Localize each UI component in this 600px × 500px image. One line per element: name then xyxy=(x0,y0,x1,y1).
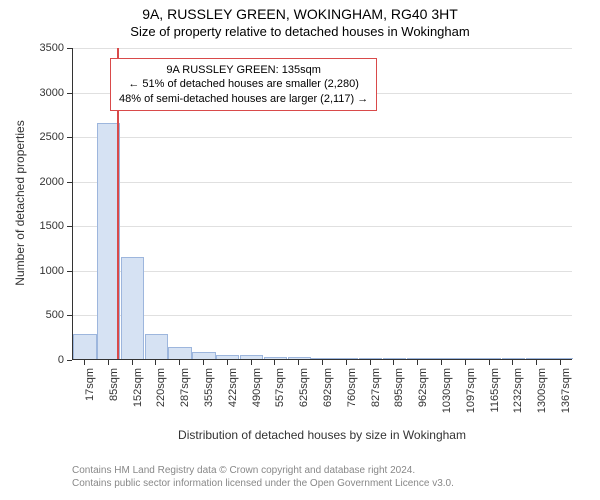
y-tick-mark xyxy=(67,182,72,183)
annotation-line: 9A RUSSLEY GREEN: 135sqm xyxy=(119,63,368,77)
gridline xyxy=(73,271,572,272)
histogram-bar xyxy=(383,358,406,359)
histogram-bar xyxy=(454,358,477,359)
y-axis-label: Number of detached properties xyxy=(13,103,27,303)
x-tick-mark xyxy=(203,360,204,365)
x-tick-mark xyxy=(322,360,323,365)
x-tick-mark xyxy=(227,360,228,365)
x-tick-mark xyxy=(560,360,561,365)
x-tick-mark xyxy=(512,360,513,365)
x-tick-mark xyxy=(298,360,299,365)
y-tick-mark xyxy=(67,93,72,94)
y-tick-mark xyxy=(67,360,72,361)
y-tick-label: 1000 xyxy=(32,265,64,277)
x-tick-label: 422sqm xyxy=(227,368,239,468)
chart-title-subtitle: Size of property relative to detached ho… xyxy=(0,22,600,43)
x-tick-label: 895sqm xyxy=(393,368,405,468)
x-tick-label: 1300sqm xyxy=(536,368,548,468)
annotation-line: 48% of semi-detached houses are larger (… xyxy=(119,92,368,106)
x-tick-mark xyxy=(108,360,109,365)
x-tick-mark xyxy=(155,360,156,365)
x-tick-mark xyxy=(84,360,85,365)
annotation-box: 9A RUSSLEY GREEN: 135sqm ← 51% of detach… xyxy=(110,58,377,111)
x-tick-mark xyxy=(536,360,537,365)
footer-line: Contains public sector information licen… xyxy=(72,477,454,490)
chart-title-address: 9A, RUSSLEY GREEN, WOKINGHAM, RG40 3HT xyxy=(0,0,600,22)
x-tick-label: 692sqm xyxy=(322,368,334,468)
histogram-bar xyxy=(311,358,334,359)
y-tick-label: 500 xyxy=(32,309,64,321)
gridline xyxy=(73,226,572,227)
histogram-bar xyxy=(145,334,168,359)
y-tick-mark xyxy=(67,48,72,49)
gridline xyxy=(73,315,572,316)
x-tick-mark xyxy=(465,360,466,365)
x-tick-label: 17sqm xyxy=(84,368,96,468)
histogram-bar xyxy=(430,358,453,359)
x-tick-label: 1097sqm xyxy=(465,368,477,468)
x-tick-label: 355sqm xyxy=(203,368,215,468)
histogram-bar xyxy=(216,355,239,359)
histogram-bar xyxy=(121,257,144,360)
histogram-bar xyxy=(73,334,96,359)
x-tick-label: 625sqm xyxy=(298,368,310,468)
x-tick-label: 220sqm xyxy=(155,368,167,468)
x-tick-label: 1030sqm xyxy=(441,368,453,468)
x-tick-label: 287sqm xyxy=(179,368,191,468)
y-tick-label: 2500 xyxy=(32,131,64,143)
y-tick-mark xyxy=(67,226,72,227)
histogram-bar xyxy=(549,358,572,359)
x-tick-mark xyxy=(132,360,133,365)
x-tick-mark xyxy=(251,360,252,365)
x-tick-mark xyxy=(417,360,418,365)
x-tick-label: 760sqm xyxy=(346,368,358,468)
x-tick-mark xyxy=(370,360,371,365)
y-tick-label: 3000 xyxy=(32,87,64,99)
y-tick-mark xyxy=(67,271,72,272)
histogram-bar xyxy=(526,358,549,359)
histogram-bar xyxy=(478,358,501,359)
x-tick-mark xyxy=(441,360,442,365)
histogram-bar xyxy=(264,357,287,359)
gridline xyxy=(73,137,572,138)
x-tick-label: 962sqm xyxy=(417,368,429,468)
histogram-bar xyxy=(407,358,430,359)
x-tick-label: 490sqm xyxy=(251,368,263,468)
x-tick-mark xyxy=(179,360,180,365)
histogram-bar xyxy=(502,358,525,359)
y-tick-label: 0 xyxy=(32,354,64,366)
x-tick-mark xyxy=(489,360,490,365)
x-tick-mark xyxy=(274,360,275,365)
x-tick-label: 557sqm xyxy=(274,368,286,468)
x-tick-label: 1165sqm xyxy=(489,368,501,468)
x-tick-mark xyxy=(346,360,347,365)
x-tick-label: 152sqm xyxy=(132,368,144,468)
x-tick-label: 85sqm xyxy=(108,368,120,468)
histogram-bar xyxy=(335,358,358,359)
x-tick-label: 827sqm xyxy=(370,368,382,468)
x-tick-mark xyxy=(393,360,394,365)
histogram-bar xyxy=(359,358,382,359)
x-tick-label: 1232sqm xyxy=(512,368,524,468)
gridline xyxy=(73,48,572,49)
annotation-line: ← 51% of detached houses are smaller (2,… xyxy=(119,77,368,91)
y-tick-label: 1500 xyxy=(32,220,64,232)
x-tick-label: 1367sqm xyxy=(560,368,572,468)
histogram-bar xyxy=(288,357,311,359)
y-tick-mark xyxy=(67,137,72,138)
gridline xyxy=(73,182,572,183)
y-tick-mark xyxy=(67,315,72,316)
chart-container: { "titles": { "line1": "9A, RUSSLEY GREE… xyxy=(0,0,600,500)
y-tick-label: 3500 xyxy=(32,42,64,54)
histogram-bar xyxy=(168,347,191,359)
histogram-bar xyxy=(240,355,263,359)
y-tick-label: 2000 xyxy=(32,176,64,188)
histogram-bar xyxy=(192,352,215,359)
